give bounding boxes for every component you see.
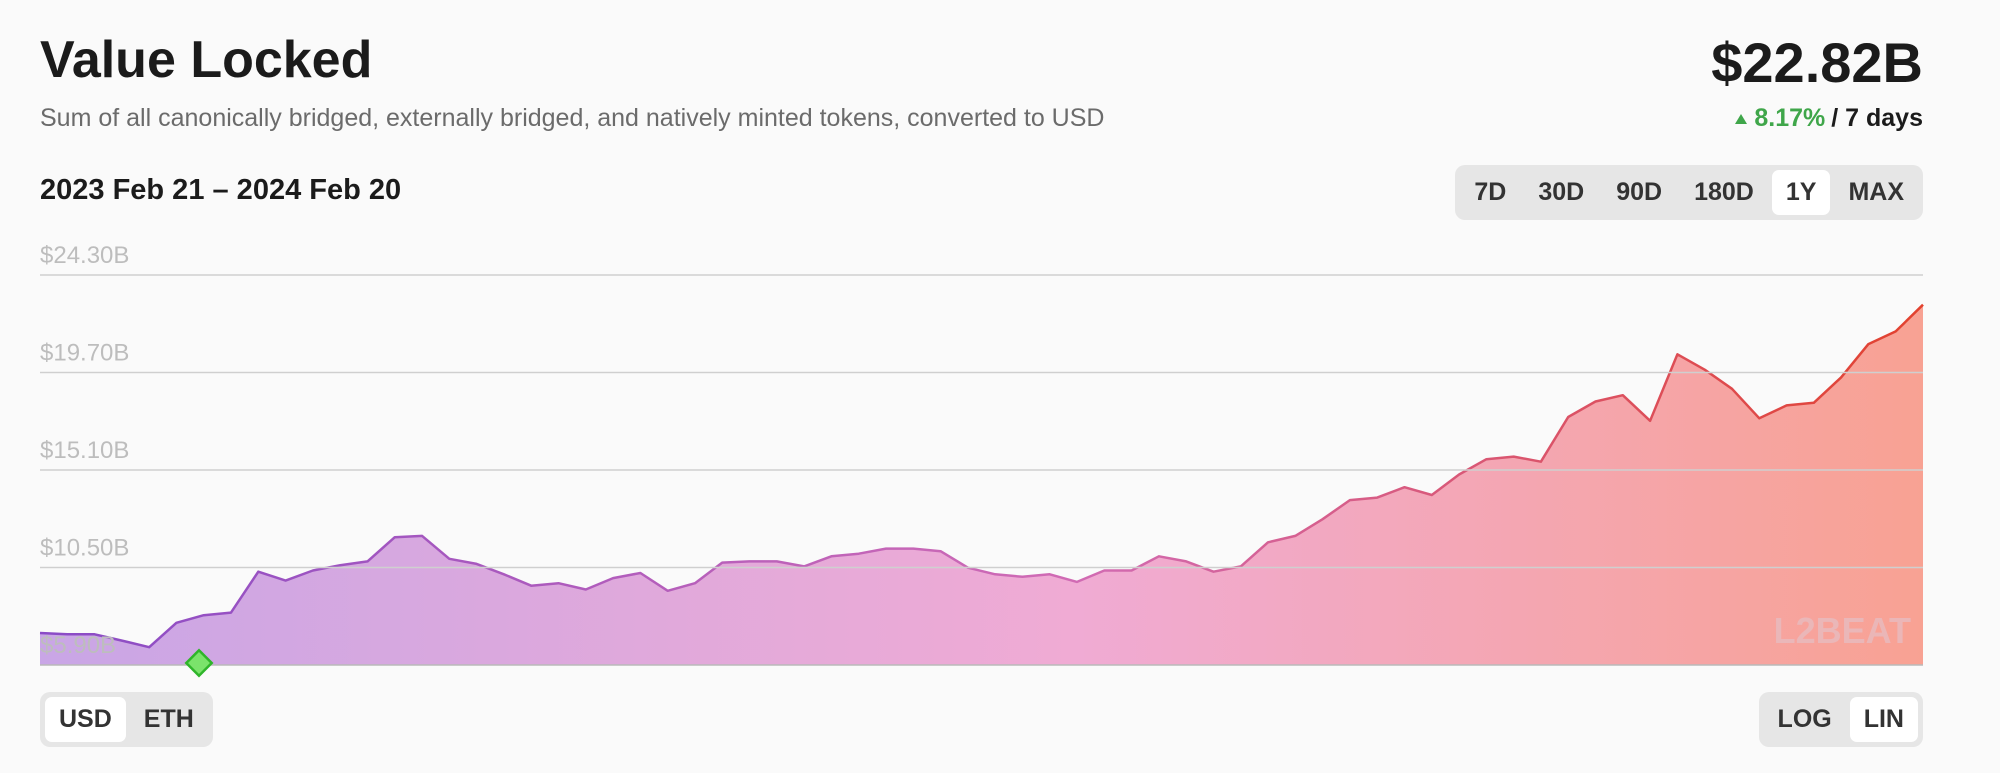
time-button[interactable]: 90D — [1616, 178, 1663, 206]
subtitle: Sum of all canonically bridged, external… — [40, 104, 1105, 132]
scale-button[interactable]: LOG — [1777, 705, 1832, 733]
change-percent: 8.17% — [1754, 104, 1826, 132]
y-tick-label: $5.90B — [40, 632, 116, 659]
event-marker — [184, 648, 214, 678]
date-range: 2023 Feb 21 – 2024 Feb 20 — [40, 174, 402, 206]
unit-buttons: USD ETH — [40, 692, 213, 747]
chart: $5.90B $10.50B $15.10B $19.70B $24.30B L2BEAT — [39, 242, 1924, 678]
y-tick-label: $24.30B — [40, 242, 129, 269]
y-tick-label: $19.70B — [40, 340, 129, 367]
scale-button[interactable]: LIN — [1849, 697, 1918, 742]
time-button[interactable]: 1Y — [1771, 170, 1831, 215]
time-button[interactable]: 30D — [1538, 178, 1585, 206]
line — [39, 303, 1924, 649]
time-button[interactable]: MAX — [1848, 178, 1904, 206]
area — [40, 304, 1923, 665]
up-arrow — [1735, 113, 1748, 124]
change-period: / 7 days — [1831, 104, 1923, 132]
time-button[interactable]: 180D — [1694, 178, 1754, 206]
y-tick-label: $15.10B — [40, 437, 129, 464]
y-tick-label: $10.50B — [40, 535, 129, 562]
title: Value Locked — [40, 31, 373, 89]
unit-button[interactable]: USD — [45, 697, 126, 742]
time-range-buttons: 7D 30D 90D 180D 1Y MAX — [1455, 165, 1923, 220]
watermark: L2BEAT — [1774, 610, 1911, 651]
scale-buttons: LOG LIN — [1758, 692, 1923, 747]
change: 8.17% / 7 days — [1734, 104, 1923, 133]
unit-button[interactable]: ETH — [143, 705, 194, 733]
total-value: $22.82B — [1711, 31, 1923, 94]
time-button[interactable]: 7D — [1474, 178, 1507, 206]
